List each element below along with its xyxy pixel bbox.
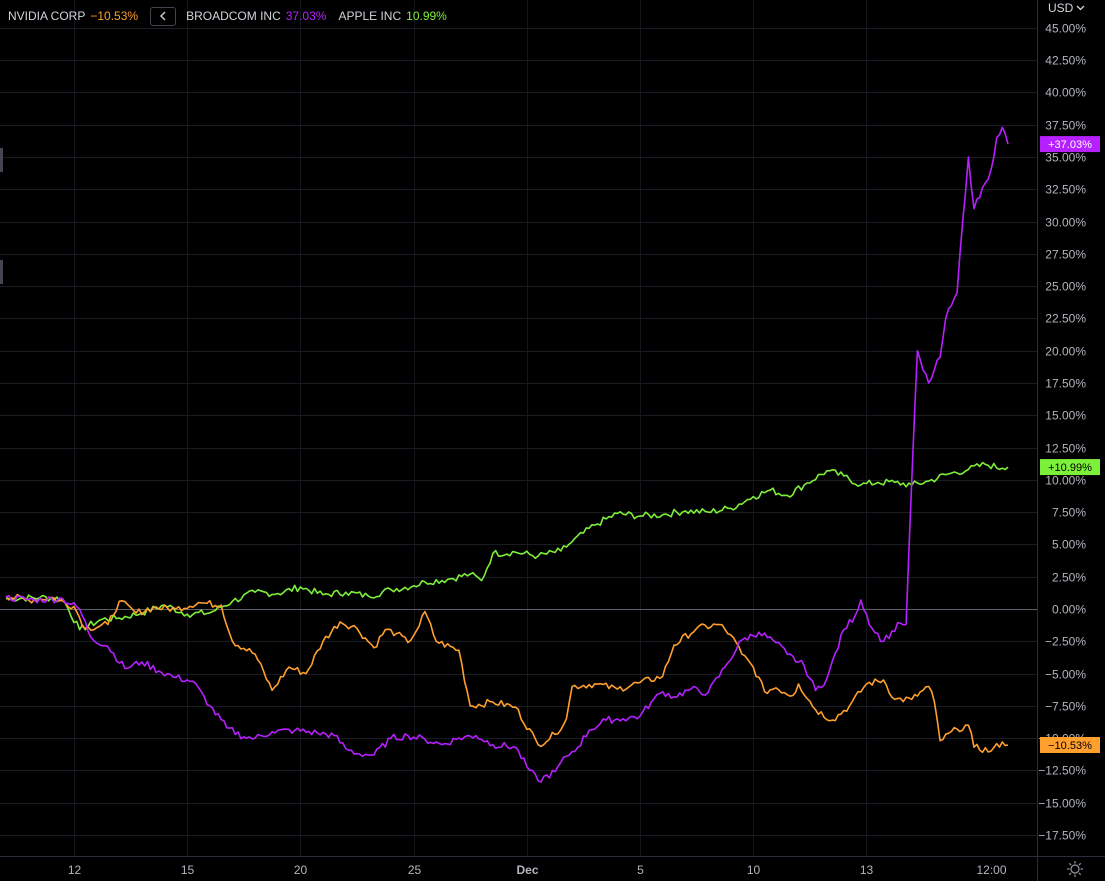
- last-value-text-apple: +10.99%: [1048, 462, 1092, 474]
- last-value-labels: −10.53% +37.03% +10.99%: [1040, 136, 1100, 753]
- x-tick-label: 10: [747, 863, 761, 877]
- series-line-broadcom: [5, 126, 1009, 783]
- legend-value-nvidia: −10.53%: [90, 9, 139, 23]
- y-tick-label: 20.00%: [1045, 345, 1086, 359]
- y-tick-label: −2.50%: [1045, 635, 1086, 649]
- legend-collapse-button[interactable]: [150, 6, 177, 26]
- legend-value-broadcom: 37.03%: [285, 9, 327, 23]
- side-handle[interactable]: [0, 148, 3, 172]
- gear-icon[interactable]: [1066, 860, 1084, 878]
- y-tick-label: 37.50%: [1045, 119, 1086, 133]
- y-tick-label: 2.50%: [1052, 571, 1086, 585]
- y-tick-label: 17.50%: [1045, 377, 1086, 391]
- legend-name-broadcom[interactable]: BROADCOM INC: [186, 9, 281, 23]
- last-value-badge-broadcom: [1040, 136, 1100, 153]
- x-tick-label: 5: [637, 863, 644, 877]
- vertical-gridlines: [74, 0, 867, 856]
- y-tick-label: 35.00%: [1045, 151, 1086, 165]
- y-tick-label: 12.50%: [1045, 442, 1086, 456]
- legend-name-apple[interactable]: APPLE INC: [338, 9, 402, 23]
- y-tick-label: 10.00%: [1045, 474, 1086, 488]
- x-tick-label: 20: [294, 863, 308, 877]
- y-tick-label: −12.50%: [1038, 764, 1086, 778]
- y-tick-label: 40.00%: [1045, 86, 1086, 100]
- y-tick-label: 0.00%: [1052, 603, 1086, 617]
- series-lines: [5, 126, 1009, 783]
- currency-label: USD: [1048, 0, 1074, 15]
- y-tick-label: 7.50%: [1052, 506, 1086, 520]
- legend: NVIDIA CORP −10.53% BROADCOM INC 37.03% …: [8, 6, 459, 26]
- x-tick-label: 25: [408, 863, 422, 877]
- last-value-badge-nvidia: [1040, 736, 1100, 753]
- x-tick-label: 12: [68, 863, 82, 877]
- horizontal-gridlines: [0, 28, 1037, 836]
- x-tick-label: Dec: [516, 863, 538, 877]
- y-tick-label: 25.00%: [1045, 280, 1086, 294]
- chevron-left-icon: [160, 11, 166, 21]
- y-tick-label: −17.50%: [1038, 829, 1086, 843]
- chevron-down-icon: [1076, 5, 1085, 10]
- y-tick-label: 42.50%: [1045, 54, 1086, 68]
- last-value-badge-apple: [1040, 459, 1100, 476]
- x-tick-label: 15: [181, 863, 195, 877]
- y-tick-label: −7.50%: [1045, 700, 1086, 714]
- series-line-apple: [5, 461, 1009, 631]
- x-tick-label: 12:00: [976, 863, 1006, 877]
- y-tick-label: 22.50%: [1045, 312, 1086, 326]
- price-axis[interactable]: 45.00% 42.50% 40.00% 37.50% 35.00% 32.50% 30.0…: [1038, 22, 1086, 843]
- y-tick-label: −15.00%: [1038, 797, 1086, 811]
- y-tick-label: 45.00%: [1045, 22, 1086, 36]
- last-value-text-broadcom: +37.03%: [1048, 139, 1092, 151]
- y-tick-label: 15.00%: [1045, 409, 1086, 423]
- y-tick-label: 5.00%: [1052, 538, 1086, 552]
- y-tick-label: −5.00%: [1045, 668, 1086, 682]
- x-tick-label: 13: [860, 863, 874, 877]
- legend-name-nvidia[interactable]: NVIDIA CORP: [8, 9, 86, 23]
- y-tick-label: 32.50%: [1045, 183, 1086, 197]
- currency-selector[interactable]: USD: [1048, 0, 1085, 15]
- side-handle[interactable]: [0, 260, 3, 284]
- last-value-text-nvidia: −10.53%: [1048, 740, 1092, 752]
- time-axis[interactable]: 12 15 20 25 Dec 5 10 13 12:00: [68, 863, 1007, 877]
- y-tick-label: 30.00%: [1045, 216, 1086, 230]
- y-tick-label: 27.50%: [1045, 248, 1086, 262]
- series-line-nvidia: [5, 593, 1009, 754]
- legend-value-apple: 10.99%: [406, 9, 447, 23]
